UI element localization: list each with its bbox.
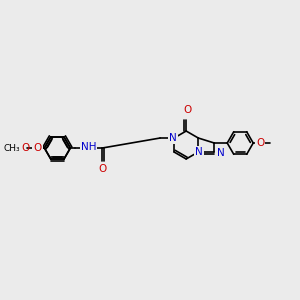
Text: N: N (217, 148, 225, 158)
Text: O: O (21, 143, 29, 153)
Text: O: O (256, 138, 264, 148)
Text: CH₃: CH₃ (4, 143, 20, 152)
Text: N: N (195, 147, 203, 157)
Text: NH: NH (81, 142, 96, 152)
Text: O: O (33, 143, 41, 153)
Text: O: O (98, 164, 106, 174)
Text: O: O (183, 105, 191, 115)
Text: N: N (169, 133, 177, 143)
